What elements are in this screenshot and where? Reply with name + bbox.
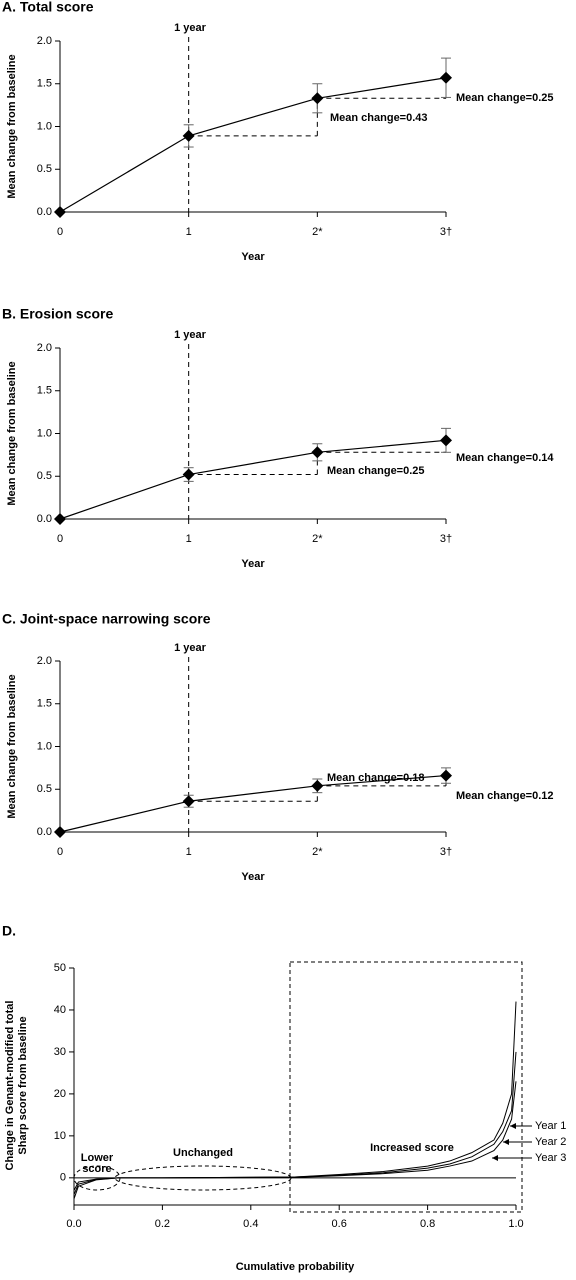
annotation: Mean change=0.43: [330, 112, 428, 124]
series-label: Year 1: [535, 1120, 566, 1132]
point: [440, 434, 452, 447]
y-tick-label: 0.5: [37, 783, 52, 795]
x-tick-label: 1: [186, 846, 192, 858]
y-tick-label: 0.5: [37, 470, 52, 482]
y-tick-label: 1.5: [37, 385, 52, 397]
y-tick-label: 10: [54, 1130, 66, 1142]
chart-title: D.: [2, 923, 16, 939]
annotation: Mean change=0.25: [456, 92, 554, 104]
annotation: Increased score: [370, 1142, 454, 1154]
line: [73, 1001, 517, 1199]
y-tick-label: 40: [54, 1004, 66, 1016]
x-axis-label: Cumulative probability: [236, 1261, 355, 1273]
y-axis-label: Mean change from baseline: [6, 674, 18, 818]
y-tick-label: 0.5: [37, 163, 52, 175]
annotation: Mean change=0.18: [327, 772, 425, 784]
y-axis-label: Mean change from baseline: [6, 54, 18, 198]
point: [311, 446, 324, 459]
x-tick-label: 1: [186, 226, 192, 238]
point: [440, 769, 452, 782]
x-tick-label: 0: [57, 846, 63, 858]
increased-box: [289, 961, 523, 1213]
y-tick-label: 1.5: [37, 698, 52, 710]
point: [54, 513, 66, 525]
y-tick-label: 1.5: [37, 78, 52, 90]
arrow-head: [510, 1123, 516, 1129]
point: [311, 92, 324, 105]
y-tick-label: 0.0: [37, 206, 52, 218]
y-axis-label: Mean change from baseline: [6, 361, 18, 505]
x-tick-label: 0.2: [155, 1218, 170, 1230]
arrow-head: [503, 1139, 509, 1145]
y-tick-label: 2.0: [37, 342, 52, 354]
x-tick-label: 1: [186, 533, 192, 545]
y-axis-label: Change in Genant-modified total: [4, 1001, 16, 1171]
x-tick-label: 2*: [312, 533, 323, 545]
point: [440, 71, 452, 84]
line: [73, 1081, 517, 1191]
annotation: Mean change=0.12: [456, 790, 554, 802]
annotation: Mean change=0.25: [327, 465, 425, 477]
series-label: Year 3: [535, 1152, 566, 1164]
y-tick-label: 20: [54, 1088, 66, 1100]
point: [311, 779, 324, 792]
y-axis-label: Sharp score from baseline: [17, 1016, 29, 1154]
y-tick-label: 0: [60, 1172, 66, 1184]
x-tick-label: 0.0: [66, 1218, 81, 1230]
point: [54, 206, 66, 218]
x-axis-label: Year: [241, 251, 265, 263]
x-tick-label: 0.6: [332, 1218, 347, 1230]
y-tick-label: 30: [54, 1046, 66, 1058]
y-tick-label: 2.0: [37, 655, 52, 667]
annotation: 1 year: [174, 22, 207, 34]
x-axis-label: Year: [241, 558, 265, 570]
arrow-head: [492, 1155, 498, 1161]
x-tick-label: 0.8: [420, 1218, 435, 1230]
x-tick-label: 0: [57, 533, 63, 545]
annotation: 1 year: [174, 329, 207, 341]
y-tick-label: 0.0: [37, 513, 52, 525]
annotation: 1 year: [174, 642, 207, 654]
y-tick-label: 1.0: [37, 427, 52, 439]
x-tick-label: 2*: [312, 846, 323, 858]
x-tick-label: 3†: [440, 846, 452, 858]
point: [182, 468, 195, 481]
line: [59, 439, 447, 520]
line: [59, 77, 447, 213]
x-tick-label: 0.4: [243, 1218, 258, 1230]
point: [182, 795, 195, 808]
point: [54, 826, 66, 838]
series-label: Year 2: [535, 1136, 566, 1148]
x-axis-label: Year: [241, 871, 265, 883]
y-tick-label: 0.0: [37, 826, 52, 838]
x-tick-label: 2*: [312, 226, 323, 238]
y-tick-label: 1.0: [37, 120, 52, 132]
annotation: Mean change=0.14: [456, 452, 554, 464]
line: [73, 1051, 517, 1195]
annotation: score: [82, 1163, 111, 1175]
y-tick-label: 50: [54, 962, 66, 974]
y-tick-label: 2.0: [37, 35, 52, 47]
x-tick-label: 0: [57, 226, 63, 238]
x-tick-label: 1.0: [508, 1218, 523, 1230]
point: [182, 129, 195, 142]
chart-title: A. Total score: [2, 0, 94, 15]
x-tick-label: 3†: [440, 226, 452, 238]
chart-title: B. Erosion score: [2, 306, 113, 322]
y-tick-label: 1.0: [37, 740, 52, 752]
annotation: Unchanged: [173, 1147, 233, 1159]
chart-title: C. Joint-space narrowing score: [2, 611, 211, 627]
layout: [73, 961, 523, 1213]
x-tick-label: 3†: [440, 533, 452, 545]
line: [59, 774, 447, 833]
annotation: Lower: [81, 1152, 114, 1164]
